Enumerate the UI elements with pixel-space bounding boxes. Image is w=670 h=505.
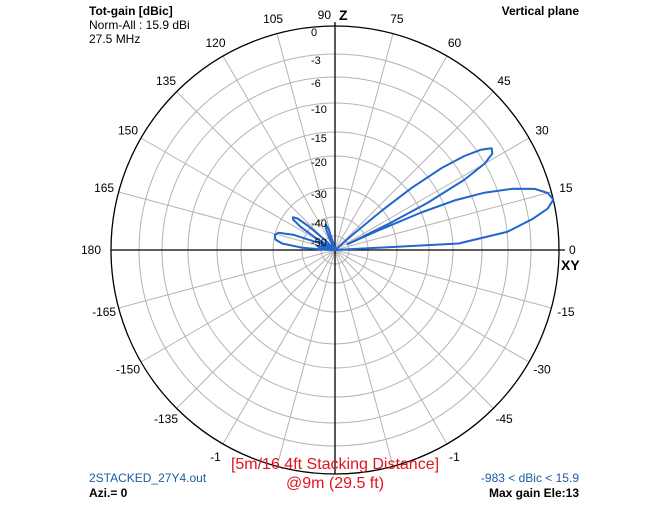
- angle-tick-label: 15: [559, 181, 573, 195]
- radial-tick-label: -6: [311, 78, 321, 90]
- angle-tick-label: 90: [318, 8, 332, 22]
- angle-tick-label: 75: [390, 12, 404, 26]
- grid-spoke: [176, 249, 336, 409]
- z-axis-label: Z: [339, 7, 348, 23]
- radial-tick-label: -15: [311, 133, 327, 145]
- radial-tick-label: -40: [311, 218, 327, 230]
- grid-spoke: [276, 249, 336, 467]
- grid-spoke: [334, 249, 448, 445]
- grid-spoke: [222, 55, 336, 251]
- grid-spoke: [140, 137, 336, 251]
- radial-tick-label: -50: [311, 237, 327, 249]
- tick-labels: 01530456075105120135150165180-15-30-45-1…: [81, 7, 580, 464]
- radial-tick-label: -30: [311, 189, 327, 201]
- angle-tick-label: 105: [263, 12, 283, 26]
- angle-tick-label: 165: [94, 181, 114, 195]
- angle-tick-label: 0: [569, 243, 576, 257]
- plane-label: Vertical plane: [501, 4, 579, 18]
- radial-tick-label: 0: [311, 27, 317, 39]
- norm-label: Norm-All : 15.9 dBi: [89, 18, 190, 32]
- angle-tick-label: -1: [449, 450, 460, 464]
- grid-spoke: [222, 249, 336, 445]
- grid-spoke: [334, 249, 494, 409]
- grid-spoke: [176, 91, 336, 251]
- azimuth-label: Azi.= 0: [89, 486, 128, 500]
- angle-tick-label: 60: [448, 36, 462, 50]
- angle-tick-label: 150: [118, 124, 138, 138]
- frequency-label: 27.5 MHz: [89, 32, 141, 46]
- range-label: -983 < dBic < 15.9: [480, 471, 579, 485]
- angle-tick-label: -15: [557, 305, 575, 319]
- file-name: 2STACKED_27Y4.out: [89, 471, 207, 485]
- angle-tick-label: -135: [154, 412, 178, 426]
- grid-spoke: [140, 249, 336, 363]
- grid-spoke: [334, 249, 394, 467]
- grid-spoke: [334, 91, 494, 251]
- angle-tick-label: -150: [116, 363, 140, 377]
- radial-tick-label: -3: [311, 55, 321, 67]
- grid-spoke: [334, 191, 552, 251]
- angle-tick-label: 30: [535, 124, 549, 138]
- grid-spoke: [334, 249, 552, 309]
- angle-tick-label: 45: [497, 74, 511, 88]
- pattern-curve-group: [273, 147, 555, 251]
- grid-spoke: [334, 249, 530, 363]
- grid-spoke: [334, 137, 530, 251]
- grid-spoke: [118, 249, 336, 309]
- grid-spoke: [334, 33, 394, 251]
- angle-tick-label: -1: [210, 450, 221, 464]
- grid-spoke: [334, 55, 448, 251]
- xy-axis-label: XY: [561, 257, 580, 273]
- grid-spoke: [118, 191, 336, 251]
- pattern-series-line: [273, 147, 555, 251]
- angle-tick-label: 135: [156, 74, 176, 88]
- angle-tick-label: -165: [92, 305, 116, 319]
- angle-tick-label: 120: [205, 36, 225, 50]
- grid-spoke: [276, 33, 336, 251]
- caption-line-2: @9m (29.5 ft): [285, 475, 385, 492]
- angle-tick-label: 180: [81, 243, 101, 257]
- radial-tick-label: -20: [311, 157, 327, 169]
- angle-tick-label: -30: [533, 363, 551, 377]
- radial-tick-label: -10: [311, 104, 327, 116]
- angle-tick-label: -45: [495, 412, 513, 426]
- gain-label: Tot-gain [dBic]: [89, 4, 173, 18]
- max-gain-label: Max gain Ele:13: [488, 486, 579, 500]
- caption-line-1: [5m/16.4ft Stacking Distance]: [230, 456, 440, 473]
